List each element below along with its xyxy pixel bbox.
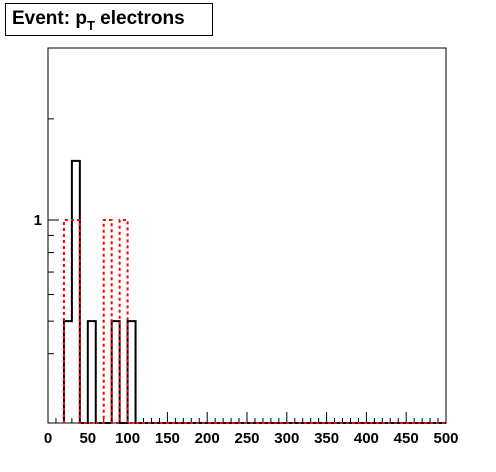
title-main: Event: p bbox=[12, 8, 87, 29]
title-subscript: T bbox=[86, 18, 95, 33]
chart-title-box: Event: pT electrons bbox=[5, 3, 213, 36]
tick-labels: 0 50 100 150 200 250 300 350 400 450 500 1 bbox=[34, 212, 459, 447]
x-tick-label: 150 bbox=[155, 430, 180, 447]
x-tick-label: 0 bbox=[44, 430, 52, 447]
x-tick-label: 50 bbox=[79, 430, 96, 447]
x-tick-label: 450 bbox=[394, 430, 419, 447]
x-tick-label: 300 bbox=[274, 430, 299, 447]
x-tick-label: 250 bbox=[234, 430, 259, 447]
histogram-series bbox=[62, 159, 446, 424]
plot-frame bbox=[47, 47, 447, 424]
x-tick-label: 500 bbox=[433, 430, 458, 447]
histogram-series-1 bbox=[62, 159, 446, 424]
y-tick-label: 1 bbox=[34, 212, 42, 229]
x-tick-label: 400 bbox=[354, 430, 379, 447]
chart-title: Event: pT electrons bbox=[12, 8, 185, 33]
x-tick-label: 350 bbox=[314, 430, 339, 447]
title-suffix: electrons bbox=[94, 8, 185, 29]
axis-ticks bbox=[47, 118, 447, 423]
histogram-series-2 bbox=[62, 219, 446, 424]
x-tick-label: 100 bbox=[115, 430, 140, 447]
x-tick-label: 200 bbox=[195, 430, 220, 447]
